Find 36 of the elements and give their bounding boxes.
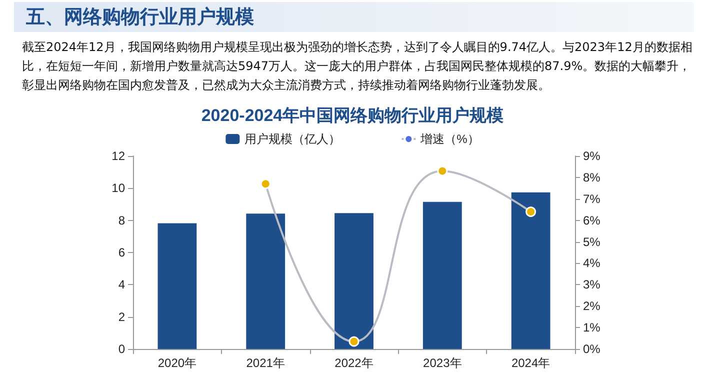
y2-tick-label: 5% <box>583 234 601 249</box>
bar <box>334 213 374 349</box>
legend-label: 增速（%） <box>420 132 480 146</box>
y2-tick-label: 4% <box>583 256 601 270</box>
bar <box>246 214 286 349</box>
legend-label: 用户规模（亿人） <box>244 132 341 146</box>
bar <box>158 223 197 349</box>
x-tick-label: 2022年 <box>334 356 374 370</box>
y2-tick-label: 3% <box>583 278 601 292</box>
y-tick-label: 6 <box>118 246 126 260</box>
point <box>260 178 271 190</box>
y2-tick-label: 9% <box>583 149 601 163</box>
y2-tick-label: 7% <box>583 192 601 206</box>
point <box>526 206 536 218</box>
bar <box>422 202 462 349</box>
x-tick-label: 2024年 <box>511 356 550 370</box>
y2-tick-label: 8% <box>583 170 601 184</box>
y-tick-label: 4 <box>118 278 126 292</box>
chart-title: 2020-2024年中国网络购物行业用户规模 <box>201 106 504 125</box>
y-tick-label: 12 <box>112 149 126 163</box>
y2-tick-label: 0% <box>583 342 601 356</box>
y-tick-label: 8 <box>118 213 126 228</box>
text: 五、网络购物行业用户规模 <box>14 2 694 32</box>
x-tick-label: 2020年 <box>158 356 197 370</box>
y2-tick-label: 1% <box>583 320 601 335</box>
y2-tick-label: 2% <box>583 299 601 314</box>
point <box>437 166 448 176</box>
y-tick-label: 2 <box>118 310 126 324</box>
point <box>348 336 360 347</box>
bar <box>511 192 550 349</box>
y2-tick-label: 6% <box>583 213 601 228</box>
text: 截至2024年12月，我国网络购物用户规模呈现出极为强劲的增长态势，达到了令人瞩目的9.74亿人。与2023年12月的数据相比，在短短一年间，新增用户数量就高达5947万人。这一庞大的用户群体，占我国网民整体规模的87.9%。数据的大幅攀升，彰显出网络购物在国内愈发普及，已然成为大众主流消费方式，持续推动着网络购物行业蓬勃发展。 <box>22 39 694 94</box>
y-tick-label: 0 <box>118 342 126 356</box>
x-tick-label: 2023年 <box>423 356 462 370</box>
x-tick-label: 2021年 <box>246 356 285 370</box>
y-tick-label: 10 <box>112 181 126 196</box>
